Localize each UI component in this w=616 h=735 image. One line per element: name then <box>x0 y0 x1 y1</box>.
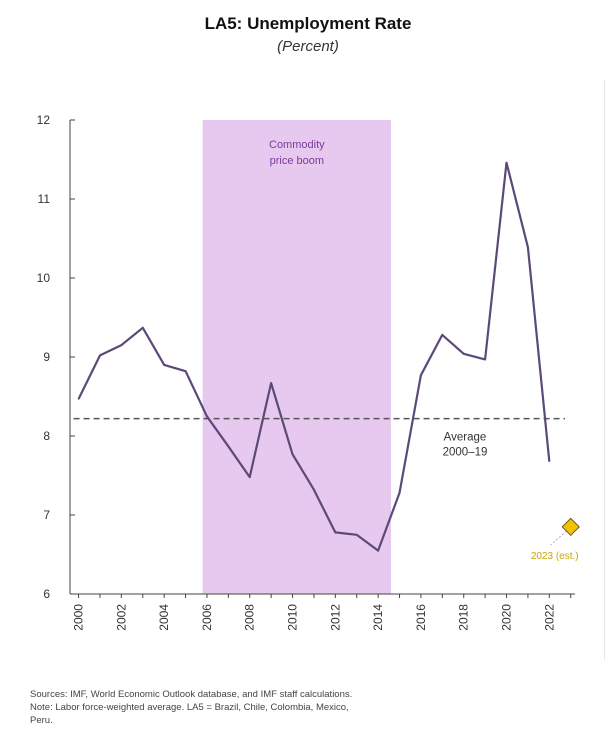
data-point <box>206 415 208 418</box>
y-tick-label: 7 <box>43 508 50 522</box>
x-tick-label: 2022 <box>542 604 556 631</box>
estimate-2023-marker <box>561 517 580 537</box>
data-point <box>270 382 272 384</box>
x-tick-label: 2020 <box>500 604 514 631</box>
data-point <box>548 460 551 463</box>
average-label-line-1: Average <box>444 432 487 444</box>
data-point <box>248 476 251 478</box>
y-tick-label: 8 <box>43 429 50 443</box>
data-point <box>334 531 337 534</box>
data-point <box>505 161 508 164</box>
data-point <box>184 370 187 373</box>
line-chart: Commodity price boom 6 7 8 9 10 11 12 2000 2002 200… <box>37 113 580 631</box>
x-tick-label: 2016 <box>414 604 428 631</box>
average-label-line-2: 2000–19 <box>443 447 488 459</box>
data-point <box>163 364 165 366</box>
data-point <box>227 445 230 448</box>
data-point <box>441 334 444 336</box>
y-tick-label: 9 <box>43 350 50 364</box>
y-tick-label: 6 <box>43 587 50 601</box>
x-tick-label: 2000 <box>72 604 86 631</box>
sources-note: Sources: IMF, World Economic Outlook dat… <box>30 689 353 700</box>
y-tick-label: 12 <box>37 113 51 127</box>
data-point <box>484 358 486 361</box>
x-tick-label: 2006 <box>200 604 214 631</box>
chart-subtitle: (Percent) <box>277 38 339 55</box>
x-tick-label: 2014 <box>371 604 385 631</box>
y-tick-label: 10 <box>37 271 51 285</box>
data-point <box>99 354 101 357</box>
x-tick-label: 2002 <box>114 604 128 631</box>
data-point <box>120 344 123 346</box>
chart-title: LA5: Unemployment Rate <box>204 14 412 33</box>
x-tick-label: 2008 <box>243 604 257 631</box>
x-tick-label: 2018 <box>457 604 471 631</box>
data-point <box>527 246 529 248</box>
note-line-2: Peru. <box>30 715 53 726</box>
data-point <box>141 326 144 329</box>
data-point <box>420 374 422 376</box>
data-point <box>313 488 315 491</box>
panel-divider <box>604 80 605 660</box>
data-point <box>291 453 294 455</box>
data-point <box>77 398 80 400</box>
chart-footnotes: Sources: IMF, World Economic Outlook dat… <box>30 688 590 727</box>
shaded-region-label-line-1: Commodity <box>269 139 325 151</box>
x-tick-label: 2010 <box>286 604 300 631</box>
x-tick-label: 2004 <box>157 604 171 631</box>
y-tick-label: 11 <box>38 192 51 206</box>
data-point <box>377 549 379 552</box>
data-point <box>462 353 465 355</box>
x-tick-label: 2012 <box>328 604 342 631</box>
note-line-1: Note: Labor force-weighted average. LA5 … <box>30 702 349 713</box>
commodity-boom-shading <box>202 120 391 594</box>
estimate-leader-line <box>550 530 567 546</box>
shaded-region-label-line-2: price boom <box>270 155 324 167</box>
data-point <box>355 533 358 536</box>
data-point <box>398 492 401 494</box>
estimate-label: 2023 (est.) <box>531 551 579 562</box>
